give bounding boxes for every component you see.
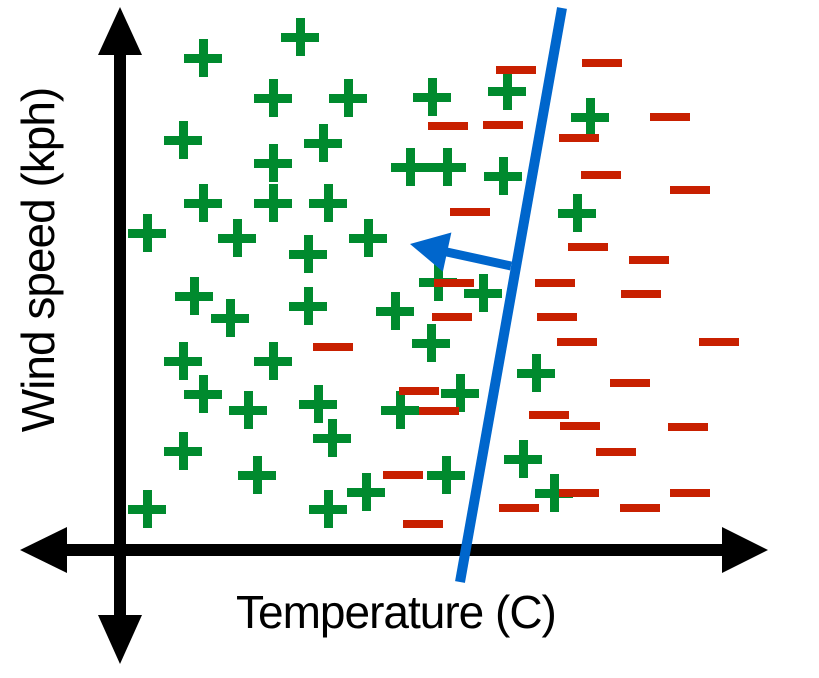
plus-marker-icon bbox=[441, 374, 479, 412]
minus-marker-icon bbox=[535, 279, 575, 287]
plus-marker-icon bbox=[376, 292, 414, 330]
plus-marker-icon bbox=[412, 324, 450, 362]
plus-marker-icon bbox=[184, 184, 222, 222]
plus-marker-icon bbox=[211, 299, 249, 337]
minus-marker-icon bbox=[428, 122, 468, 130]
minus-marker-icon bbox=[620, 504, 660, 512]
minus-marker-icon bbox=[450, 208, 490, 216]
plus-marker-icon bbox=[229, 391, 267, 429]
plus-marker-icon bbox=[428, 148, 466, 186]
plus-marker-icon bbox=[184, 39, 222, 77]
plus-marker-icon bbox=[309, 184, 347, 222]
plus-marker-icon bbox=[218, 219, 256, 257]
minus-marker-icon bbox=[419, 407, 459, 415]
plus-marker-icon bbox=[558, 194, 596, 232]
plus-marker-icon bbox=[289, 235, 327, 273]
decision-boundary-line bbox=[455, 7, 567, 583]
plus-marker-icon bbox=[484, 157, 522, 195]
plus-marker-icon bbox=[164, 432, 202, 470]
plus-marker-icon bbox=[254, 79, 292, 117]
plus-marker-icon bbox=[488, 72, 526, 110]
plus-marker-icon bbox=[313, 419, 351, 457]
positive-points bbox=[128, 18, 609, 528]
plus-marker-icon bbox=[128, 490, 166, 528]
minus-marker-icon bbox=[559, 134, 599, 142]
minus-marker-icon bbox=[432, 313, 472, 321]
x-axis bbox=[20, 527, 768, 573]
minus-marker-icon bbox=[568, 243, 608, 251]
minus-marker-icon bbox=[596, 448, 636, 456]
minus-marker-icon bbox=[559, 489, 599, 497]
minus-marker-icon bbox=[529, 411, 569, 419]
x-axis-right-arrow-icon bbox=[722, 527, 768, 573]
plus-marker-icon bbox=[289, 287, 327, 325]
minus-marker-icon bbox=[499, 504, 539, 512]
plus-marker-icon bbox=[164, 342, 202, 380]
plus-marker-icon bbox=[413, 78, 451, 116]
plus-marker-icon bbox=[329, 79, 367, 117]
plus-marker-icon bbox=[164, 121, 202, 159]
plus-marker-icon bbox=[535, 474, 573, 512]
plus-marker-icon bbox=[517, 354, 555, 392]
minus-marker-icon bbox=[699, 338, 739, 346]
plus-marker-icon bbox=[504, 440, 542, 478]
minus-marker-icon bbox=[434, 279, 474, 287]
plus-marker-icon bbox=[304, 124, 342, 162]
minus-marker-icon bbox=[537, 313, 577, 321]
minus-marker-icon bbox=[403, 520, 443, 528]
negative-points bbox=[313, 59, 739, 528]
minus-marker-icon bbox=[629, 256, 669, 264]
minus-marker-icon bbox=[670, 489, 710, 497]
minus-marker-icon bbox=[483, 121, 523, 129]
minus-marker-icon bbox=[557, 338, 597, 346]
plus-marker-icon bbox=[254, 144, 292, 182]
x-axis-left-arrow-icon bbox=[20, 527, 67, 573]
plus-marker-icon bbox=[184, 375, 222, 413]
minus-marker-icon bbox=[650, 113, 690, 121]
plus-marker-icon bbox=[391, 148, 429, 186]
plus-marker-icon bbox=[309, 490, 347, 528]
plus-marker-icon bbox=[299, 385, 337, 423]
minus-marker-icon bbox=[610, 379, 650, 387]
minus-marker-icon bbox=[582, 59, 622, 67]
plus-marker-icon bbox=[347, 473, 385, 511]
plus-marker-icon bbox=[175, 277, 213, 315]
minus-marker-icon bbox=[581, 171, 621, 179]
y-axis bbox=[98, 7, 142, 664]
minus-marker-icon bbox=[496, 66, 536, 74]
plus-marker-icon bbox=[427, 456, 465, 494]
plus-marker-icon bbox=[128, 214, 166, 252]
plus-marker-icon bbox=[238, 456, 276, 494]
normal-arrow-icon bbox=[410, 232, 512, 272]
minus-marker-icon bbox=[383, 471, 423, 479]
y-axis-label: Wind speed (kph) bbox=[12, 87, 64, 433]
minus-marker-icon bbox=[668, 423, 708, 431]
minus-marker-icon bbox=[399, 387, 439, 395]
plus-marker-icon bbox=[254, 184, 292, 222]
minus-marker-icon bbox=[560, 422, 600, 430]
minus-marker-icon bbox=[313, 343, 353, 351]
plus-marker-icon bbox=[464, 274, 502, 312]
x-axis-label: Temperature (C) bbox=[236, 586, 557, 638]
plus-marker-icon bbox=[571, 98, 609, 136]
minus-marker-icon bbox=[670, 186, 710, 194]
plus-marker-icon bbox=[281, 18, 319, 56]
minus-marker-icon bbox=[621, 290, 661, 298]
y-axis-up-arrow-icon bbox=[98, 7, 142, 55]
plus-marker-icon bbox=[254, 342, 292, 380]
plus-marker-icon bbox=[381, 391, 419, 429]
plus-marker-icon bbox=[349, 219, 387, 257]
y-axis-down-arrow-icon bbox=[98, 615, 142, 664]
